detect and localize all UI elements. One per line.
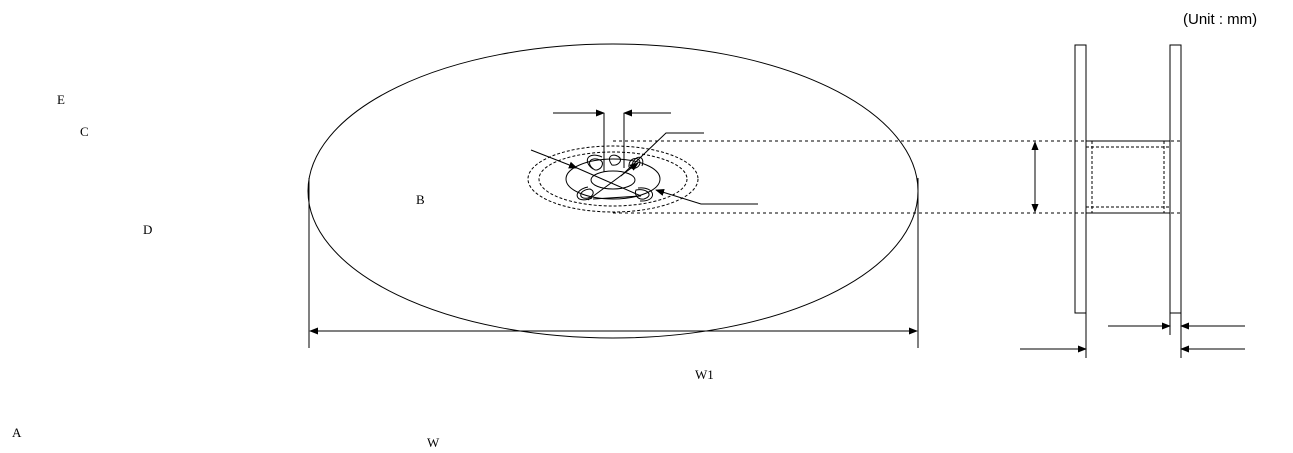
label-c: C <box>80 124 89 139</box>
side-flange-right <box>1169 44 1182 314</box>
unit-note: (Unit : mm) <box>1183 11 1258 28</box>
label-w: W <box>427 435 440 450</box>
label-b: B <box>416 192 425 207</box>
hub-spindle-circle <box>565 158 661 200</box>
leader-arrow-left <box>530 149 578 169</box>
hub-inner-dashed-circle <box>538 151 688 207</box>
diameter-arrow-diagonal <box>587 162 639 201</box>
label-a: A <box>12 425 22 440</box>
reel-flange-outline <box>307 43 919 339</box>
leader-line-through-hub <box>576 167 642 197</box>
leader-short-segment <box>592 195 642 200</box>
arbor-hole-circle <box>590 170 636 190</box>
label-d: D <box>143 222 153 237</box>
side-flange-left <box>1074 44 1087 314</box>
label-w1: W1 <box>695 367 714 382</box>
hub-outer-dashed-circle <box>527 145 699 213</box>
leader-line-bottom <box>655 188 758 205</box>
label-e: E <box>57 92 65 107</box>
leader-line-top <box>620 132 704 177</box>
